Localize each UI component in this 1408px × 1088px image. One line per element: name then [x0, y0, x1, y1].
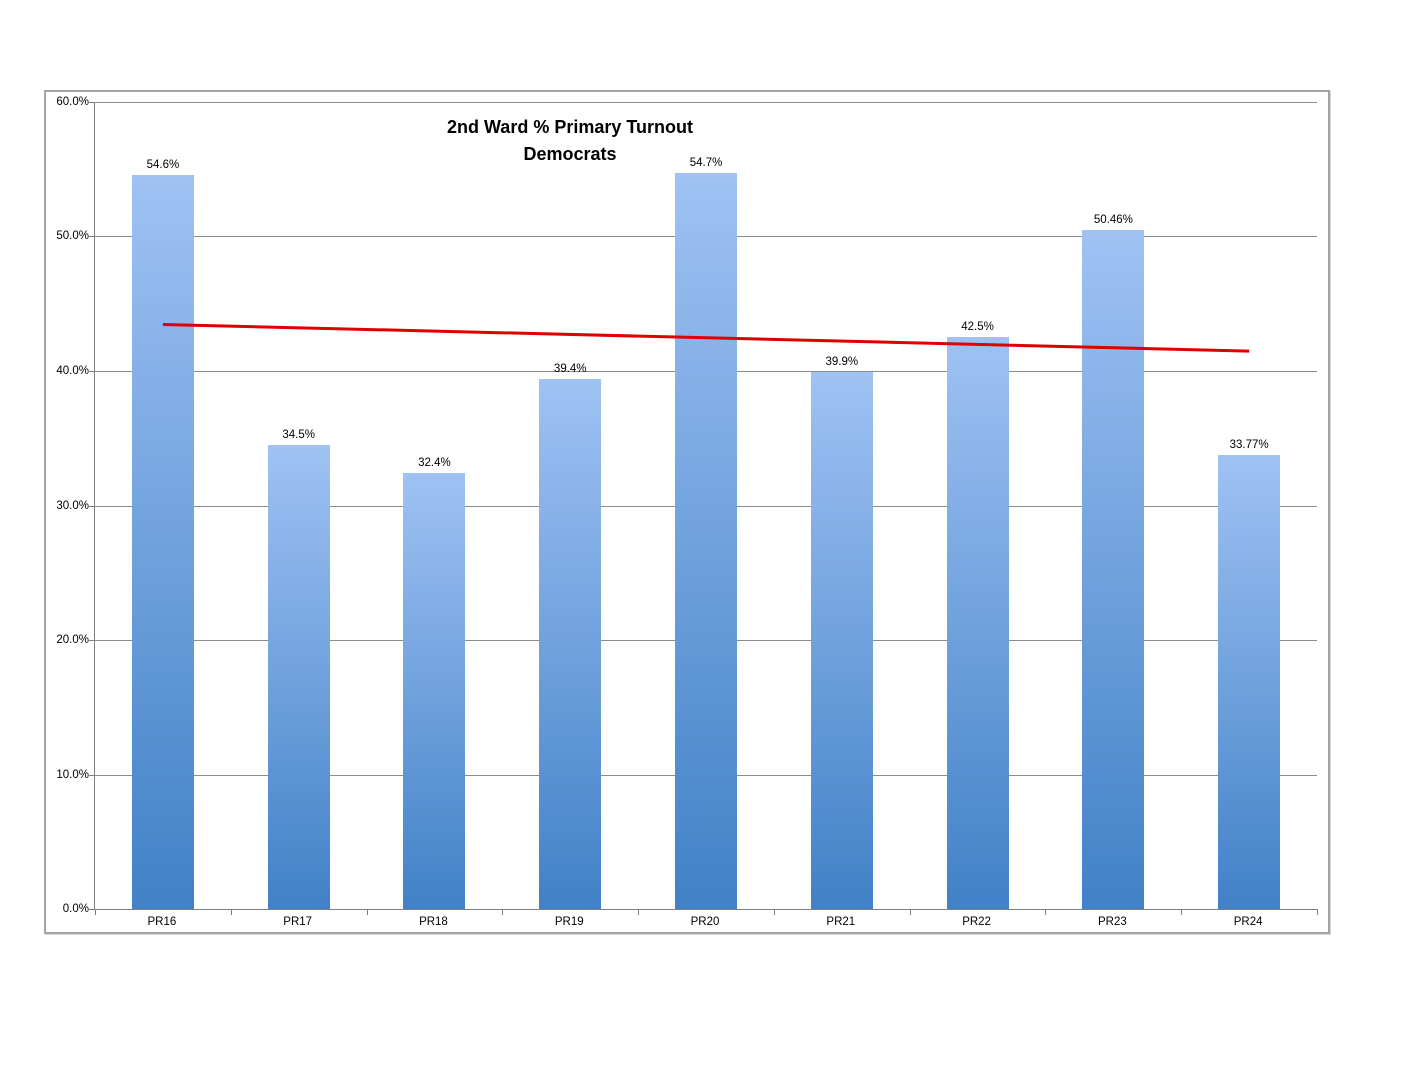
- bar-PR24: [1218, 454, 1281, 909]
- y-axis-label: 30.0%: [56, 499, 89, 512]
- x-tick: [1317, 909, 1318, 915]
- x-axis-label-PR19: PR19: [554, 916, 584, 928]
- x-tick: [230, 909, 232, 915]
- x-tick: [1045, 909, 1047, 915]
- y-axis-label: 0.0%: [62, 903, 89, 915]
- bar-value-label: 54.6%: [146, 158, 180, 171]
- category-PR20: 54.7%: [638, 102, 774, 909]
- y-tick: [88, 909, 95, 910]
- y-tick: [88, 774, 95, 776]
- chart-title: 2nd Ward % Primary Turnout: [446, 117, 694, 137]
- chart-title-block: 2nd Ward % Primary Turnout Democrats: [94, 114, 1046, 168]
- x-tick: [95, 909, 96, 915]
- x-axis-label-PR21: PR21: [826, 916, 856, 928]
- y-tick: [88, 370, 95, 372]
- bar-value-label: 34.5%: [282, 428, 315, 441]
- bar-PR20: [675, 173, 738, 909]
- x-tick: [1181, 909, 1183, 915]
- bar-PR21: [810, 372, 873, 909]
- bars: 54.6% 34.5% 32.4% 39.4% 54.7% 39.9% 42.5% 50.46…: [95, 102, 1317, 909]
- y-tick: [88, 236, 95, 238]
- trendline: [163, 324, 1249, 351]
- bar-PR22: [946, 337, 1009, 909]
- x-axis-labels: PR16 PR17 PR18 PR19 PR20 PR21 PR22 PR23 PR24: [94, 916, 1316, 928]
- bar-value-label: 39.4%: [553, 363, 587, 376]
- bar-PR19: [539, 379, 602, 909]
- trendline-svg: [95, 102, 1317, 909]
- y-tick: [88, 505, 95, 507]
- gridline: [95, 102, 1317, 103]
- bar-PR23: [1082, 230, 1145, 909]
- bar-value-label: 39.9%: [825, 356, 859, 369]
- category-PR18: 32.4%: [367, 102, 503, 909]
- x-tick: [366, 909, 368, 915]
- chart-subtitle: Democrats: [523, 144, 617, 164]
- x-axis-label-PR22: PR22: [962, 916, 991, 928]
- x-tick: [773, 909, 775, 915]
- x-tick: [638, 909, 640, 915]
- bar-value-label: 42.5%: [961, 321, 994, 334]
- y-axis-label: 60.0%: [56, 96, 89, 108]
- y-axis-label: 50.0%: [56, 230, 89, 243]
- bar-value-label: 50.46%: [1093, 214, 1133, 227]
- category-PR21: 39.9%: [774, 102, 910, 909]
- x-axis-label-PR23: PR23: [1097, 916, 1127, 928]
- category-PR19: 39.4%: [502, 102, 638, 909]
- plot-area: 54.6% 34.5% 32.4% 39.4% 54.7% 39.9% 42.5% 50.46…: [56, 96, 1318, 915]
- x-axis-label-PR18: PR18: [419, 916, 448, 928]
- bar-value-label: 32.4%: [418, 457, 451, 470]
- bar-PR16: [131, 174, 194, 909]
- x-tick: [502, 909, 504, 915]
- x-axis-label-PR16: PR16: [147, 916, 177, 928]
- bar-value-label: 33.77%: [1229, 438, 1269, 451]
- chart-frame: 2nd Ward % Primary Turnout Democrats 54.…: [44, 90, 1330, 934]
- y-axis-label: 40.0%: [56, 364, 89, 377]
- x-axis-label-PR20: PR20: [690, 916, 720, 928]
- bar-PR17: [267, 444, 330, 909]
- bar-PR18: [403, 473, 466, 909]
- category-PR23: 50.46%: [1045, 102, 1181, 909]
- category-PR22: 42.5%: [910, 102, 1046, 909]
- category-PR24: 33.77%: [1181, 102, 1317, 909]
- x-tick: [909, 909, 911, 915]
- y-axis-label: 10.0%: [56, 768, 89, 781]
- y-axis-label: 20.0%: [56, 633, 89, 646]
- y-tick: [88, 639, 95, 641]
- bar-value-label: 54.7%: [689, 157, 723, 170]
- x-axis-label-PR17: PR17: [283, 916, 313, 928]
- x-axis-label-PR24: PR24: [1233, 916, 1263, 928]
- category-PR16: 54.6%: [95, 102, 231, 909]
- category-PR17: 34.5%: [231, 102, 367, 909]
- y-tick: [88, 102, 95, 103]
